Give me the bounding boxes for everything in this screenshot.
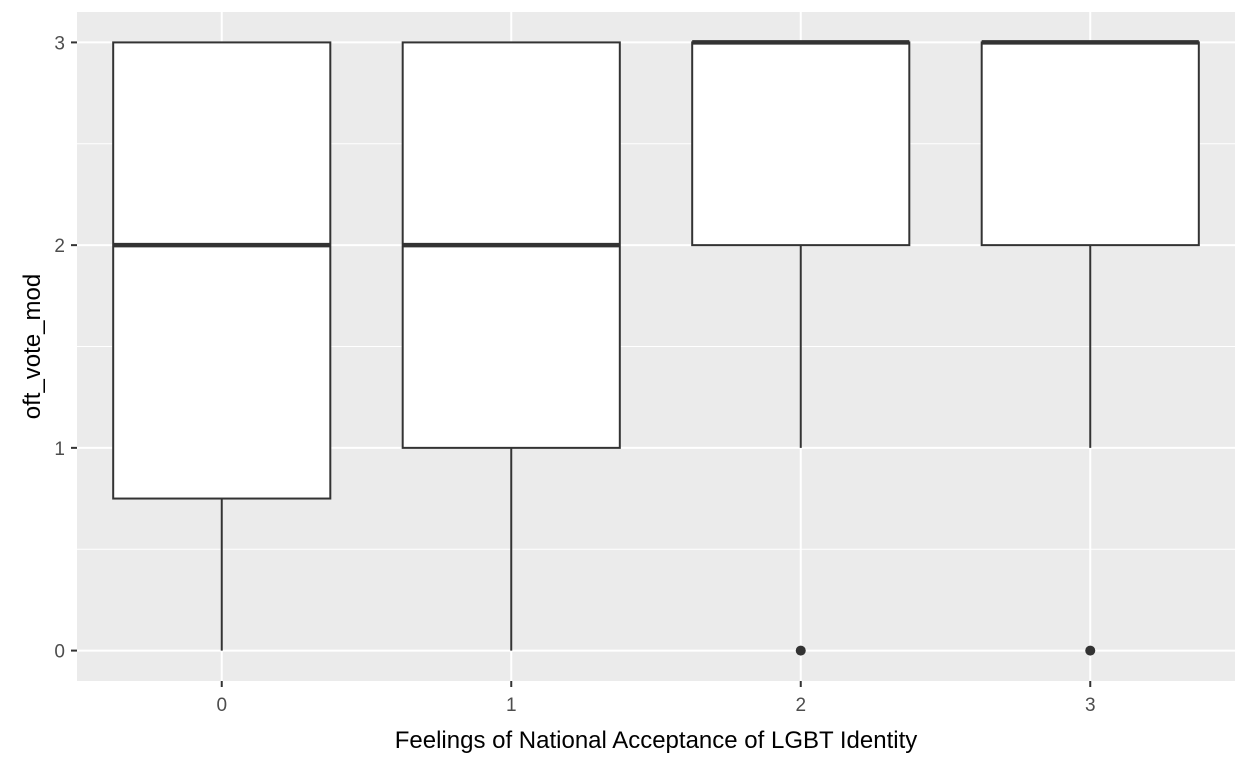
x-tick-label: 1 xyxy=(506,695,517,716)
outlier-point xyxy=(795,645,806,656)
box-iqr xyxy=(691,41,911,247)
box-group-0 xyxy=(112,41,332,651)
box-group-3 xyxy=(980,40,1200,656)
x-axis-title: Feelings of National Acceptance of LGBT … xyxy=(395,727,918,754)
boxes xyxy=(112,40,1200,656)
y-tick-label: 2 xyxy=(54,236,65,257)
x-tick-label: 3 xyxy=(1085,695,1096,716)
y-axis-title: oft_vote_mod xyxy=(19,274,46,419)
box-iqr xyxy=(112,41,332,500)
outlier-point xyxy=(1085,645,1096,656)
box-group-1 xyxy=(401,41,621,651)
y-tick-label: 3 xyxy=(54,33,65,54)
box-group-2 xyxy=(691,40,911,656)
x-tick-label: 0 xyxy=(216,695,227,716)
tick-labels: 0 1 2 3 0 1 2 3 xyxy=(54,33,1095,716)
y-tick-label: 1 xyxy=(54,439,65,460)
box-iqr xyxy=(980,41,1200,247)
x-tick-label: 2 xyxy=(795,695,806,716)
y-tick-label: 0 xyxy=(54,642,65,663)
